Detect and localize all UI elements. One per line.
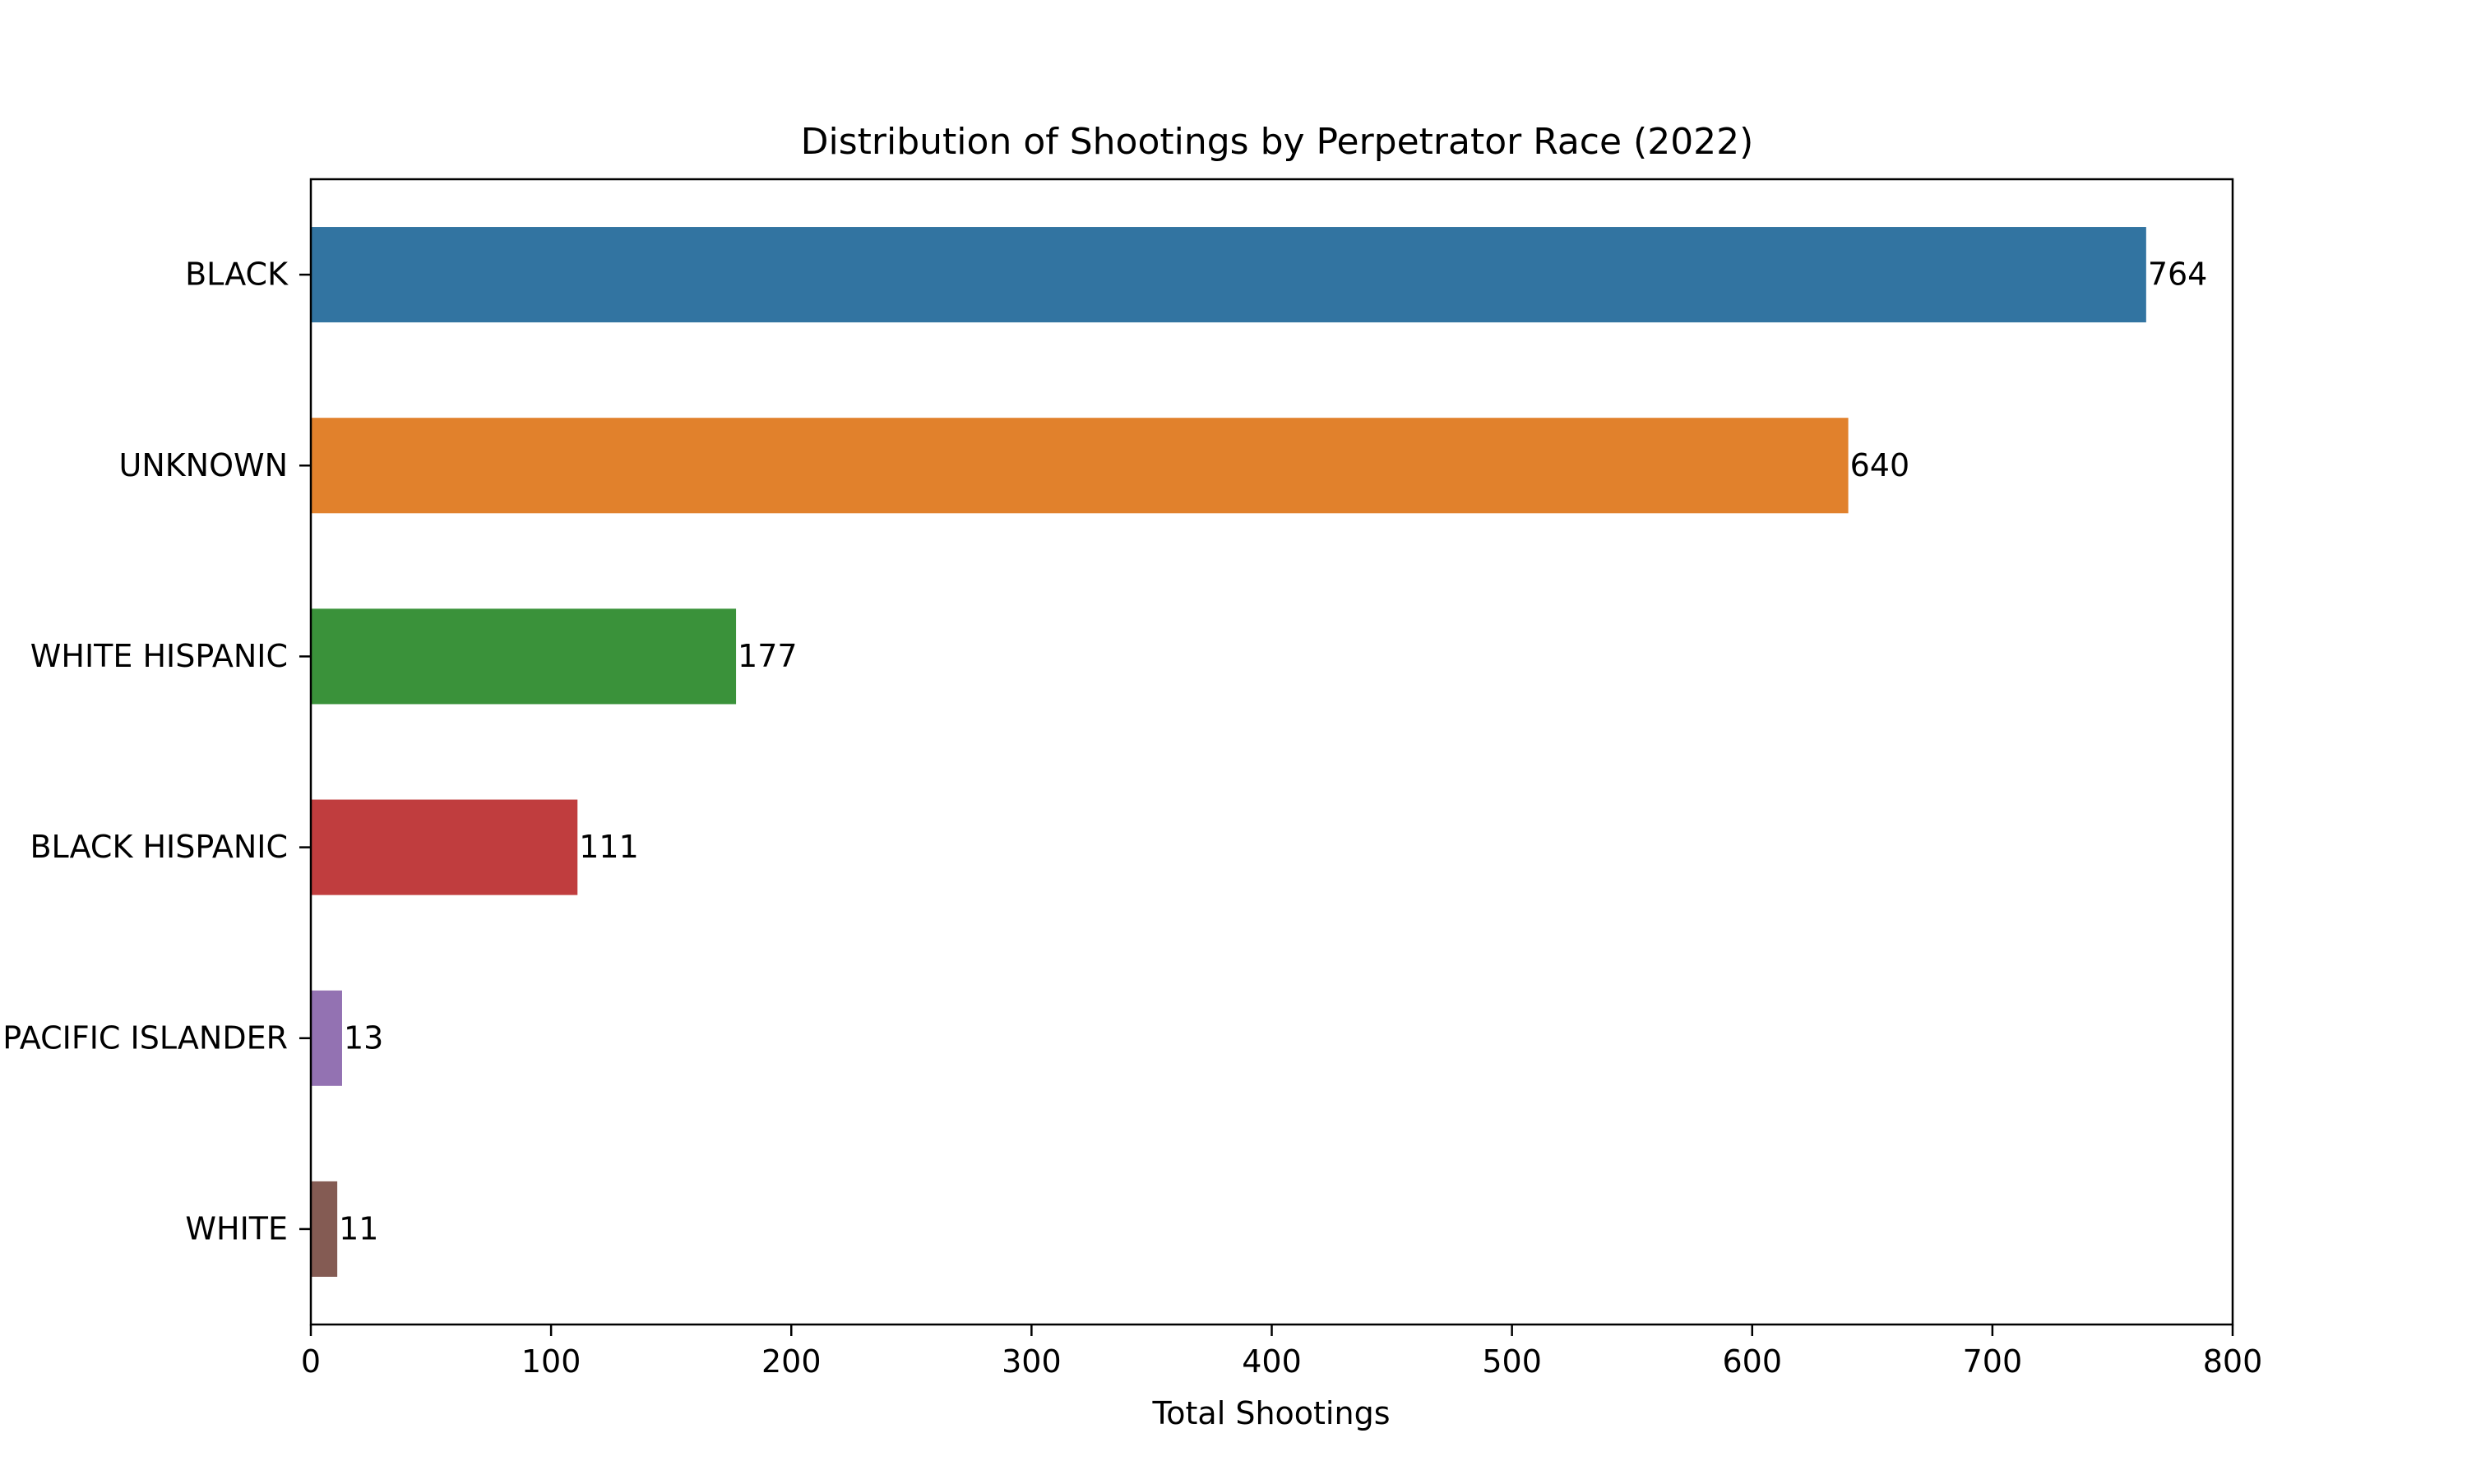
x-tick-label-600: 600 [1722,1343,1782,1380]
plot-frame [309,178,2234,1326]
bar-pacific-islander [311,990,342,1086]
bar-value-label-black-hispanic: 111 [579,829,639,865]
x-tick-label-200: 200 [761,1343,822,1380]
x-tick-label-700: 700 [1963,1343,2023,1380]
y-tick-label-white: WHITE [185,1210,288,1246]
bars-layer: 764 640 177 111 13 11 [311,227,2207,1277]
x-tick-label-100: 100 [521,1343,581,1380]
y-tick-label-unknown: UNKNOWN [119,447,289,483]
y-tick-label-pacific-islander: PACIFIC ISLANDER [2,1019,288,1056]
bar-white-hispanic [311,608,737,705]
x-tick-label-0: 0 [301,1343,321,1380]
bar-value-label-white: 11 [339,1210,378,1246]
chart-title: Distribution of Shootings by Perpetrator… [801,121,1754,163]
x-axis: 0 100 200 300 400 500 600 700 800 [301,1325,2262,1380]
y-tick-label-black-hispanic: BLACK HISPANIC [30,829,288,865]
bar-white [311,1181,338,1277]
x-tick-label-400: 400 [1242,1343,1302,1380]
x-tick-label-500: 500 [1482,1343,1542,1380]
bar-black-hispanic [311,799,578,895]
bar-value-label-black: 764 [2148,257,2208,293]
bar-value-label-white-hispanic: 177 [738,638,798,674]
bar-value-label-pacific-islander: 13 [344,1019,383,1056]
bar-black [311,227,2146,323]
bar-value-label-unknown: 640 [1850,447,1910,483]
y-tick-label-black: BLACK [185,257,289,293]
x-tick-label-300: 300 [1002,1343,1062,1380]
bar-unknown [311,418,1849,514]
x-tick-label-800: 800 [2203,1343,2263,1380]
x-axis-label: Total Shootings [1152,1395,1391,1431]
y-axis: BLACK UNKNOWN WHITE HISPANIC BLACK HISPANIC… [2,257,311,1246]
y-tick-label-white-hispanic: WHITE HISPANIC [30,638,288,674]
